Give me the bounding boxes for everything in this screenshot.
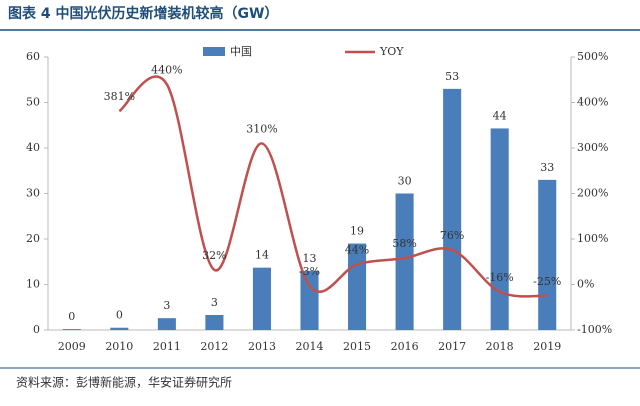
bar xyxy=(395,193,414,330)
legend-swatch xyxy=(203,47,225,56)
line-value-label: 58% xyxy=(392,237,416,250)
legend-label: 中国 xyxy=(230,45,252,58)
bar xyxy=(62,329,81,330)
source: 资料来源：彭博新能源，华安证券研究所 xyxy=(16,375,232,390)
bar-value-label: 13 xyxy=(303,252,317,265)
y-tick-label: 0 xyxy=(33,323,40,336)
bar xyxy=(348,243,367,330)
y-tick-label: 10 xyxy=(26,278,40,291)
x-tick-label: 2011 xyxy=(153,340,181,353)
y-tick-label: 40 xyxy=(26,141,40,154)
bar-value-label: 0 xyxy=(68,310,75,323)
x-tick-label: 2019 xyxy=(533,340,561,353)
bar xyxy=(205,314,224,330)
y2-tick-label: -100% xyxy=(577,323,612,336)
legend-label: YOY xyxy=(379,45,404,58)
bar-value-label: 53 xyxy=(445,70,459,83)
bar-value-label: 33 xyxy=(540,161,554,174)
line-value-label: 310% xyxy=(246,122,277,135)
line-value-label: 440% xyxy=(151,63,182,76)
bar xyxy=(157,318,176,330)
bar-value-label: 3 xyxy=(211,296,218,309)
x-tick-label: 2012 xyxy=(200,340,228,353)
line-value-label: -3% xyxy=(299,265,320,278)
line-value-label: -16% xyxy=(486,271,514,284)
y-tick-label: 60 xyxy=(26,50,40,63)
x-tick-label: 2015 xyxy=(343,340,371,353)
x-tick-label: 2013 xyxy=(248,340,276,353)
x-tick-label: 2010 xyxy=(105,340,133,353)
bar xyxy=(490,128,509,330)
bar xyxy=(252,267,271,330)
chart-title: 图表 4 中国光伏历史新增装机较高（GW） xyxy=(8,5,278,22)
y2-tick-label: 400% xyxy=(577,96,608,109)
y2-tick-label: 300% xyxy=(577,141,608,154)
bar-value-label: 44 xyxy=(493,109,507,122)
bar xyxy=(538,179,557,330)
line-value-label: 44% xyxy=(345,243,369,256)
x-tick-label: 2017 xyxy=(438,340,466,353)
x-tick-label: 2009 xyxy=(58,340,86,353)
x-tick-label: 2014 xyxy=(296,340,324,353)
y-tick-label: 50 xyxy=(26,96,40,109)
bar xyxy=(110,327,129,330)
y2-tick-label: 0% xyxy=(577,278,594,291)
bar-value-label: 3 xyxy=(163,299,170,312)
bar-value-label: 0 xyxy=(116,309,123,322)
y-tick-label: 30 xyxy=(26,187,40,200)
line-value-label: 32% xyxy=(202,249,226,262)
bar-value-label: 30 xyxy=(398,175,412,188)
x-tick-label: 2016 xyxy=(391,340,419,353)
line-value-label: -25% xyxy=(533,275,561,288)
y2-tick-label: 200% xyxy=(577,187,608,200)
bar-value-label: 14 xyxy=(255,249,269,262)
bar xyxy=(300,270,319,330)
line-value-label: 381% xyxy=(104,90,135,103)
y2-tick-label: 100% xyxy=(577,232,608,245)
yoy-line xyxy=(118,75,548,298)
bar-value-label: 19 xyxy=(350,225,364,238)
bar xyxy=(443,88,462,330)
y-tick-label: 20 xyxy=(26,232,40,245)
y2-tick-label: 500% xyxy=(577,50,608,63)
line-value-label: 76% xyxy=(440,229,464,242)
x-tick-label: 2018 xyxy=(486,340,514,353)
